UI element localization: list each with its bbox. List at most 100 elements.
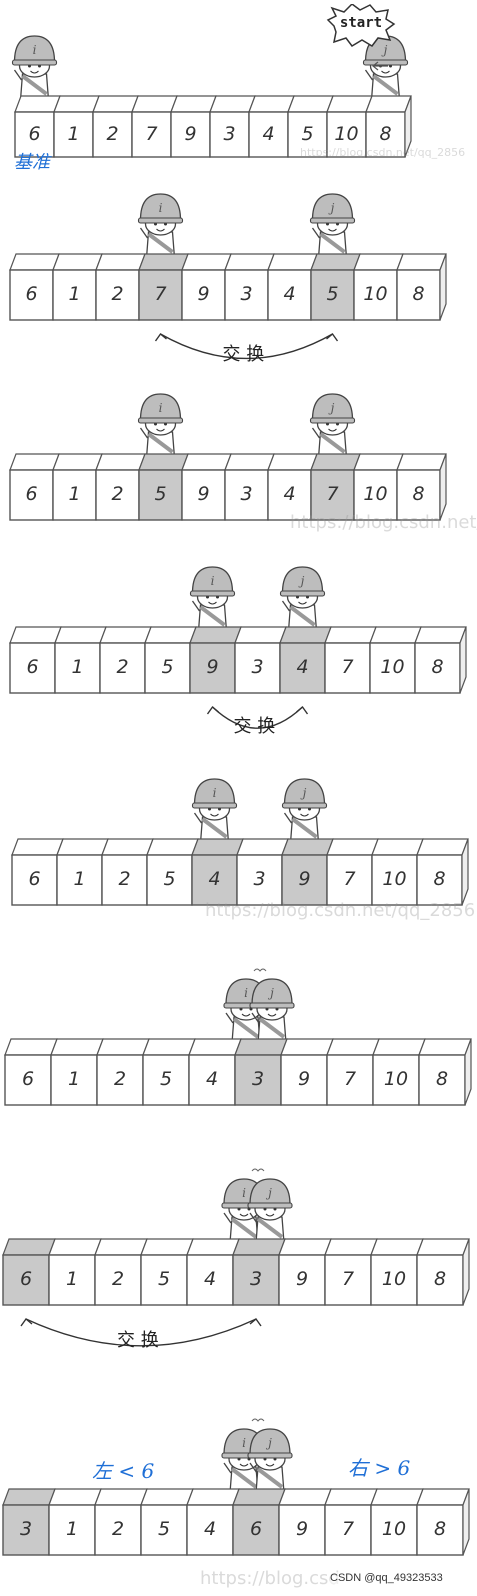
csdn-credit: CSDN @qq_49323533 xyxy=(330,1572,443,1584)
array-cell-top xyxy=(396,453,447,471)
array-cell-top xyxy=(188,1038,242,1056)
arrowhead-icon xyxy=(249,1317,262,1327)
array-side xyxy=(464,1038,472,1106)
array-cell-top xyxy=(95,253,146,271)
array-cell-top xyxy=(324,1238,378,1256)
array-cell-top xyxy=(142,1038,196,1056)
array-cell-top xyxy=(248,95,295,113)
array-cell-top xyxy=(9,253,60,271)
array-cell-top xyxy=(224,453,275,471)
array-cell xyxy=(181,469,226,521)
array-cell xyxy=(236,854,283,906)
arrowhead-icon xyxy=(20,1317,33,1327)
pointer-j-character: j xyxy=(247,1178,293,1244)
array-cell-top xyxy=(9,453,60,471)
array-cell-top xyxy=(186,1488,240,1506)
array-cell xyxy=(278,1504,326,1556)
array-cell xyxy=(326,854,373,906)
array-cell-top xyxy=(181,253,232,271)
swap-arrow xyxy=(25,1318,257,1347)
array-cell-top xyxy=(94,1488,148,1506)
array-cell-top xyxy=(353,253,404,271)
array-cell xyxy=(52,269,97,321)
array-cell-top xyxy=(94,1238,148,1256)
array-cell xyxy=(324,1254,372,1306)
array-cell xyxy=(209,111,250,158)
array-cell xyxy=(50,1054,98,1106)
arrow-left-icon xyxy=(372,61,388,71)
array-cell-top xyxy=(310,253,361,271)
array-cell xyxy=(186,1254,234,1306)
squiggle-icon xyxy=(251,1168,265,1172)
array-cell xyxy=(278,1254,326,1306)
array-cell xyxy=(9,469,54,521)
array-cell xyxy=(52,469,97,521)
pointer-j-character: j xyxy=(279,566,326,632)
array-cell-top xyxy=(414,626,467,644)
arrowhead-icon xyxy=(154,332,167,342)
array-cell-top xyxy=(396,253,447,271)
array-side xyxy=(462,1238,470,1306)
pointer-j-character-letter: j xyxy=(267,986,274,1000)
array-cell-top xyxy=(138,453,189,471)
array-cell xyxy=(326,111,367,158)
array-cell-top xyxy=(146,838,199,856)
right-note: 右 > 6 xyxy=(348,1456,411,1480)
array-cell xyxy=(94,1254,142,1306)
array-cell xyxy=(279,642,326,694)
array-cell xyxy=(144,642,191,694)
pointer-j-character-letter: j xyxy=(381,43,388,57)
step-1: i j 6 1 2 7 9 3 4 5 10 8 xyxy=(0,0,477,170)
array-cell-top xyxy=(50,1038,104,1056)
array-cell xyxy=(131,111,172,158)
array-cell-top xyxy=(236,838,289,856)
start-speech-bubble xyxy=(326,4,396,47)
array-cell xyxy=(191,854,238,906)
array-cell-top xyxy=(170,95,217,113)
array-cell xyxy=(324,642,371,694)
array-cell xyxy=(9,642,56,694)
pointer-i-character: i xyxy=(191,778,238,844)
array-cell xyxy=(371,854,418,906)
squiggle-icon xyxy=(251,1418,265,1422)
array-cell-top xyxy=(48,1488,102,1506)
pointer-i-character: i xyxy=(11,35,58,101)
array-cell xyxy=(138,269,183,321)
array-cell xyxy=(101,854,148,906)
swap-arrow xyxy=(160,333,333,360)
array-cell-top xyxy=(140,1488,194,1506)
step-5: i j 6 1 2 5 4 3 9 7 10 8 xyxy=(0,770,477,930)
array-cell xyxy=(99,642,146,694)
array-cell-top xyxy=(267,253,318,271)
pointer-i-character: i xyxy=(137,393,184,459)
array-cell-top xyxy=(326,838,379,856)
array-cell-top xyxy=(278,1238,332,1256)
array-cell xyxy=(146,854,193,906)
array-cell-top xyxy=(280,1038,334,1056)
array-cell xyxy=(181,269,226,321)
array-cell-top xyxy=(234,1038,288,1056)
step-6: i j 6 1 2 5 4 3 9 7 10 8 xyxy=(0,935,477,1120)
array-side xyxy=(439,453,447,521)
array-cell xyxy=(414,642,461,694)
pointer-j-character-letter: j xyxy=(300,786,307,800)
array-cell xyxy=(224,269,269,321)
array-cell-top xyxy=(418,1038,472,1056)
array-cell-top xyxy=(371,838,424,856)
step-4: i j 6 1 2 5 9 3 4 7 10 8 交 换 xyxy=(0,550,477,750)
array-cell xyxy=(365,111,406,158)
array-cell-top xyxy=(95,453,146,471)
array-cell-top xyxy=(324,626,377,644)
array-side xyxy=(404,95,412,158)
array-cell xyxy=(234,642,281,694)
array-cell xyxy=(396,469,441,521)
array-cell xyxy=(95,469,140,521)
pointer-i-character-letter: i xyxy=(211,574,215,588)
array-cell-top xyxy=(2,1238,56,1256)
pointer-i-character-letter: i xyxy=(242,1436,246,1450)
